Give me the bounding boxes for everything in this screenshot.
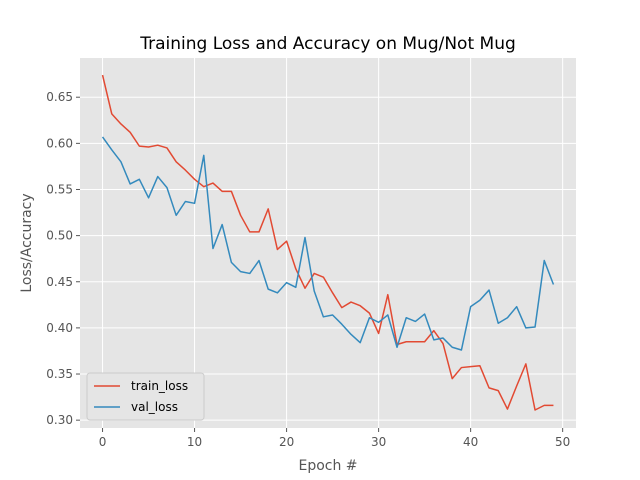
x-axis-label: Epoch # bbox=[298, 458, 357, 474]
chart-title: Training Loss and Accuracy on Mug/Not Mu… bbox=[139, 34, 516, 54]
x-axis-ticks: 0 10 20 30 40 50 bbox=[99, 428, 570, 449]
series-line-train-loss bbox=[101, 74, 554, 411]
legend-label-val-loss: val_loss bbox=[131, 400, 178, 414]
x-tick-label: 40 bbox=[463, 435, 478, 449]
legend-label-train-loss: train_loss bbox=[131, 379, 188, 393]
x-tick-label: 20 bbox=[279, 435, 294, 449]
plot-area bbox=[80, 58, 576, 428]
legend-box bbox=[86, 372, 205, 421]
y-tick-label: 0.30 bbox=[46, 413, 73, 427]
y-tick-label: 0.50 bbox=[46, 229, 73, 243]
x-tick-label: 10 bbox=[187, 435, 202, 449]
y-tick-label: 0.60 bbox=[46, 136, 73, 150]
y-tick-label: 0.65 bbox=[46, 90, 73, 104]
y-tick-label: 0.40 bbox=[46, 321, 73, 335]
y-tick-label: 0.35 bbox=[46, 367, 73, 381]
x-tick-label: 50 bbox=[555, 435, 570, 449]
series-line-val-loss bbox=[101, 136, 555, 351]
x-tick-label: 0 bbox=[99, 435, 107, 449]
legend: train_loss val_loss bbox=[86, 372, 205, 421]
y-axis-ticks: 0.30 0.35 0.40 0.45 0.50 0.55 0.60 0.65 bbox=[46, 90, 80, 427]
series-layer bbox=[101, 74, 555, 411]
y-tick-label: 0.55 bbox=[46, 182, 73, 196]
x-tick-label: 30 bbox=[371, 435, 386, 449]
y-tick-label: 0.45 bbox=[46, 275, 73, 289]
y-axis-label: Loss/Accuracy bbox=[19, 193, 35, 292]
